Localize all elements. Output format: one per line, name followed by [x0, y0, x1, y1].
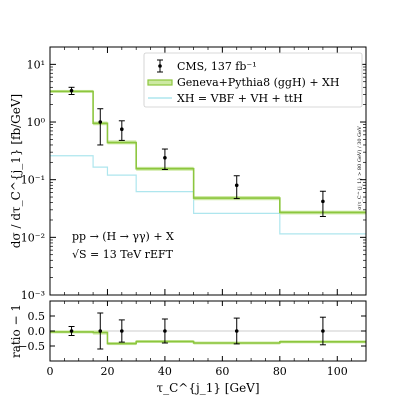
ratio-cms-point [234, 329, 239, 333]
legend-box [143, 52, 363, 108]
energy-annotation: √S = 13 TeV rEFT [72, 248, 174, 261]
cms-data-point [120, 127, 124, 132]
process-annotation: pp → (H → γγ) + X [72, 230, 174, 243]
legend-entry-xh: XH = VBF + VH + ttH [148, 92, 303, 105]
x-tick-label: 20 [100, 365, 114, 378]
cut-note-annotation: σ(τ_C^{j_1} > 80 GeV) / 30 GeV [356, 126, 363, 210]
ratio-y-axis-label: ratio − 1 [9, 304, 23, 358]
x-tick-label: 80 [273, 365, 287, 378]
legend-cms-label: CMS, 137 fb⁻¹ [177, 60, 257, 73]
main-marks [50, 86, 366, 235]
legend-geneva-swatch [147, 79, 173, 86]
x-tick-label: 0 [47, 365, 54, 378]
x-axis-label: τ_C^{j_1} [GeV] [156, 381, 259, 395]
ratio-panel: −0.5 0.0 0.5 0 20 40 60 80 100 [18, 300, 367, 378]
x-tick-label: 60 [215, 365, 229, 378]
ratio-cms-point [321, 329, 325, 333]
cms-data-point [98, 120, 103, 124]
ratio-cms-point [163, 329, 167, 333]
main-y-tick-label: 10⁻² [21, 231, 45, 244]
main-y-tick-label: 10⁰ [27, 116, 46, 129]
main-frame [49, 46, 367, 296]
legend-cms-marker [158, 64, 162, 68]
cms-data-point [69, 88, 74, 93]
cms-data-point [234, 183, 239, 188]
legend-geneva-label: Geneva+Pythia8 (ggH) + XH [177, 76, 339, 89]
ratio-cms-point [69, 329, 74, 333]
main-y-tick-label: 10⁻³ [21, 289, 45, 302]
ratio-frame [49, 300, 367, 362]
main-y-tick-label: 10⁻¹ [21, 174, 45, 187]
geneva-step-line [50, 90, 366, 214]
ratio-cms-point [120, 329, 124, 333]
main-y-tick-label: 10¹ [27, 58, 45, 71]
x-tick-label: 40 [158, 365, 172, 378]
cms-data-point [163, 155, 167, 160]
xh-step-line [50, 155, 366, 235]
ratio-geneva-step-line [50, 331, 366, 345]
ratio-y-tick-label: 0.0 [28, 325, 46, 338]
cms-data-point [321, 199, 325, 204]
legend-xh-label: XH = VBF + VH + ttH [177, 92, 303, 105]
ratio-y-tick-label: 0.5 [28, 310, 46, 323]
legend-entry-geneva: Geneva+Pythia8 (ggH) + XH [147, 76, 339, 89]
ratio-cms-point [98, 329, 103, 333]
x-tick-label: 100 [327, 365, 348, 378]
ratio-marks [50, 312, 366, 350]
y-axis-label: dσ / dτ_C^{j_1} [fb/GeV] [9, 94, 23, 248]
legend-entry-cms: CMS, 137 fb⁻¹ [157, 59, 257, 73]
ratio-ticks: −0.5 0.0 0.5 0 20 40 60 80 100 [18, 301, 366, 378]
ratio-y-tick-label: −0.5 [18, 340, 45, 353]
legend: CMS, 137 fb⁻¹ Geneva+Pythia8 (ggH) + XH … [143, 52, 363, 108]
